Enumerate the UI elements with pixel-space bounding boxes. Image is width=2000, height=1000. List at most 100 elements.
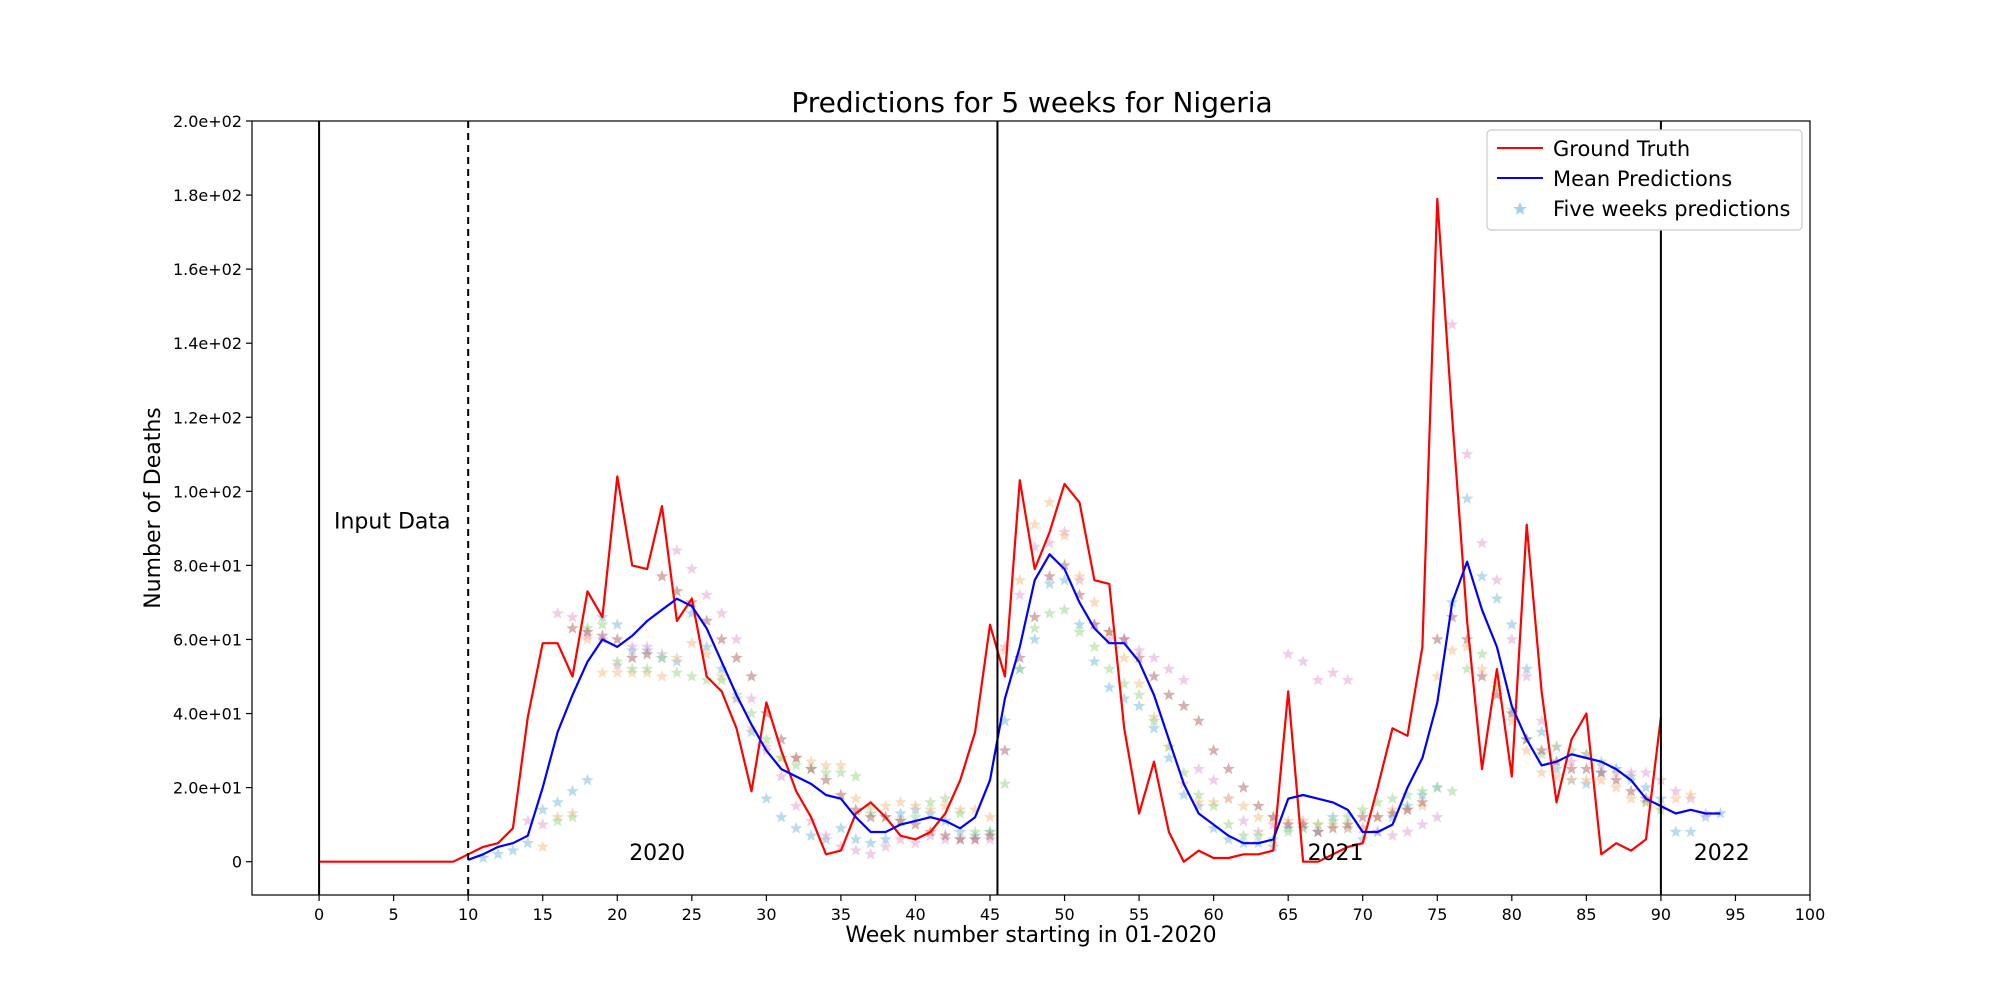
- prediction-star-s6-p18: [834, 788, 848, 801]
- prediction-star-s6-p14: [775, 733, 788, 745]
- prediction-star-s3-p22: [849, 844, 862, 856]
- prediction-star-s5-p59: [1431, 781, 1444, 793]
- prediction-star-s5-p57: [1401, 788, 1414, 801]
- prediction-star-s5-p14: [760, 733, 773, 745]
- prediction-star-s6-p4: [626, 651, 639, 664]
- prediction-star-s2-p19: [760, 792, 773, 804]
- prediction-star-s5-p0: [551, 814, 564, 827]
- prediction-star-s3-p6: [611, 658, 624, 671]
- prediction-star-s3-p15: [745, 692, 758, 704]
- prediction-star-s3-p43: [1162, 662, 1176, 675]
- prediction-star-s4-p72: [1610, 781, 1623, 793]
- prediction-star-s2-p71: [1535, 725, 1548, 738]
- prediction-star-s4-p37: [1088, 595, 1101, 608]
- prediction-star-s2-p63: [1416, 788, 1429, 801]
- prediction-star-s2-p41: [1088, 655, 1101, 667]
- y-tick-label-2: 4.0e+01: [173, 705, 242, 724]
- prediction-star-s2-p9: [611, 618, 624, 630]
- prediction-star-s4-p24: [894, 795, 907, 808]
- prediction-star-s5-p8: [670, 666, 684, 679]
- prediction-star-s4-p15: [760, 740, 773, 753]
- prediction-star-s5-p47: [1252, 829, 1265, 841]
- prediction-star-s5-p11: [715, 673, 728, 686]
- prediction-star-s2-p69: [1505, 618, 1518, 630]
- prediction-star-s4-p46: [1222, 792, 1235, 804]
- prediction-star-s4-p39: [1118, 651, 1131, 664]
- prediction-star-s6-p33: [1058, 558, 1071, 571]
- prediction-star-s6-p6: [655, 570, 669, 582]
- prediction-star-s2-p37: [1028, 633, 1041, 645]
- prediction-star-s2-p43: [1118, 692, 1131, 704]
- x-tick-label-20: 100: [1795, 905, 1826, 924]
- prediction-star-s6-p38: [1132, 651, 1146, 664]
- prediction-star-s3-p18: [790, 799, 803, 812]
- prediction-star-s5-p58: [1416, 784, 1429, 797]
- prediction-star-s5-p7: [655, 651, 669, 664]
- prediction-star-s4-p27: [939, 799, 952, 812]
- prediction-star-s2-p66: [1460, 492, 1474, 504]
- prediction-star-s6-p71: [1624, 784, 1638, 797]
- prediction-star-s4-p33: [1028, 518, 1041, 530]
- prediction-star-s6-p15: [790, 751, 803, 764]
- x-tick-label-6: 30: [756, 905, 776, 924]
- prediction-star-s6-p43: [1207, 744, 1220, 756]
- prediction-star-s4-p77: [1684, 788, 1697, 801]
- prediction-star-s3-p73: [1610, 766, 1623, 778]
- prediction-star-s5-p56: [1386, 792, 1399, 804]
- prediction-star-s6-p50: [1311, 825, 1325, 838]
- prediction-star-s2-p40: [1073, 618, 1086, 630]
- prediction-star-s2-p7: [581, 773, 594, 786]
- prediction-star-s5-p16: [790, 758, 803, 771]
- prediction-star-s2-p28: [894, 807, 907, 819]
- prediction-star-s5-p73: [1639, 795, 1653, 808]
- prediction-star-s2-p46: [1162, 751, 1176, 764]
- prediction-star-s3-p7: [626, 640, 639, 653]
- prediction-star-s4-p14: [745, 721, 758, 734]
- prediction-star-s3-p64: [1475, 536, 1489, 549]
- prediction-star-s4-p69: [1565, 773, 1578, 786]
- prediction-star-s3-p45: [1192, 762, 1205, 775]
- prediction-star-s2-p2: [506, 844, 520, 856]
- prediction-star-s4-p32: [1013, 573, 1026, 586]
- prediction-star-s4-p20: [834, 758, 848, 771]
- prediction-star-s6-p25: [939, 829, 952, 841]
- prediction-star-s2-p27: [879, 832, 892, 845]
- prediction-star-s4-p47: [1237, 799, 1250, 812]
- prediction-star-s3-p13: [715, 607, 728, 619]
- prediction-star-s2-p16: [715, 662, 728, 675]
- x-tick-label-15: 75: [1427, 905, 1447, 924]
- prediction-star-s2-p13: [670, 655, 684, 667]
- y-tick-label-8: 1.6e+02: [173, 260, 242, 279]
- prediction-star-s6-p68: [1580, 762, 1593, 775]
- prediction-star-s2-p29: [909, 803, 922, 816]
- prediction-star-s5-p34: [1058, 603, 1071, 616]
- series-line-mean-predictions: [467, 553, 1721, 861]
- prediction-star-s2-p45: [1147, 721, 1161, 734]
- annotation-2: 2021: [1308, 841, 1364, 866]
- prediction-star-s3-p35: [1043, 536, 1056, 549]
- x-tick-label-7: 35: [831, 905, 851, 924]
- prediction-star-s4-p4: [596, 666, 609, 679]
- prediction-star-s3-p77: [1669, 784, 1682, 797]
- prediction-star-s5-p36: [1088, 640, 1101, 653]
- prediction-star-s2-p30: [924, 807, 937, 819]
- prediction-star-s6-p48: [1282, 818, 1295, 830]
- prediction-star-s5-p33: [1043, 607, 1056, 619]
- prediction-star-s3-p12: [700, 588, 713, 601]
- prediction-star-s5-p40: [1147, 714, 1161, 727]
- annotation-0: Input Data: [334, 509, 451, 534]
- prediction-star-s6-p16: [804, 762, 818, 775]
- y-tick-label-9: 1.8e+02: [173, 186, 242, 205]
- prediction-star-s2-p4: [536, 803, 549, 816]
- prediction-star-s2-p42: [1103, 681, 1116, 693]
- legend-label-mean-predictions: Mean Predictions: [1553, 167, 1732, 191]
- prediction-star-s2-p39: [1058, 573, 1071, 586]
- prediction-star-s6-p65: [1535, 744, 1548, 756]
- prediction-star-s4-p6: [626, 666, 639, 679]
- y-tick-label-10: 2.0e+02: [173, 112, 242, 131]
- prediction-star-s6-p61: [1475, 670, 1489, 682]
- prediction-star-s4-p22: [864, 799, 877, 812]
- prediction-star-s3-p78: [1684, 792, 1697, 804]
- legend-label-five-weeks-predictions: Five weeks predictions: [1553, 197, 1791, 221]
- prediction-star-s5-p25: [924, 795, 937, 808]
